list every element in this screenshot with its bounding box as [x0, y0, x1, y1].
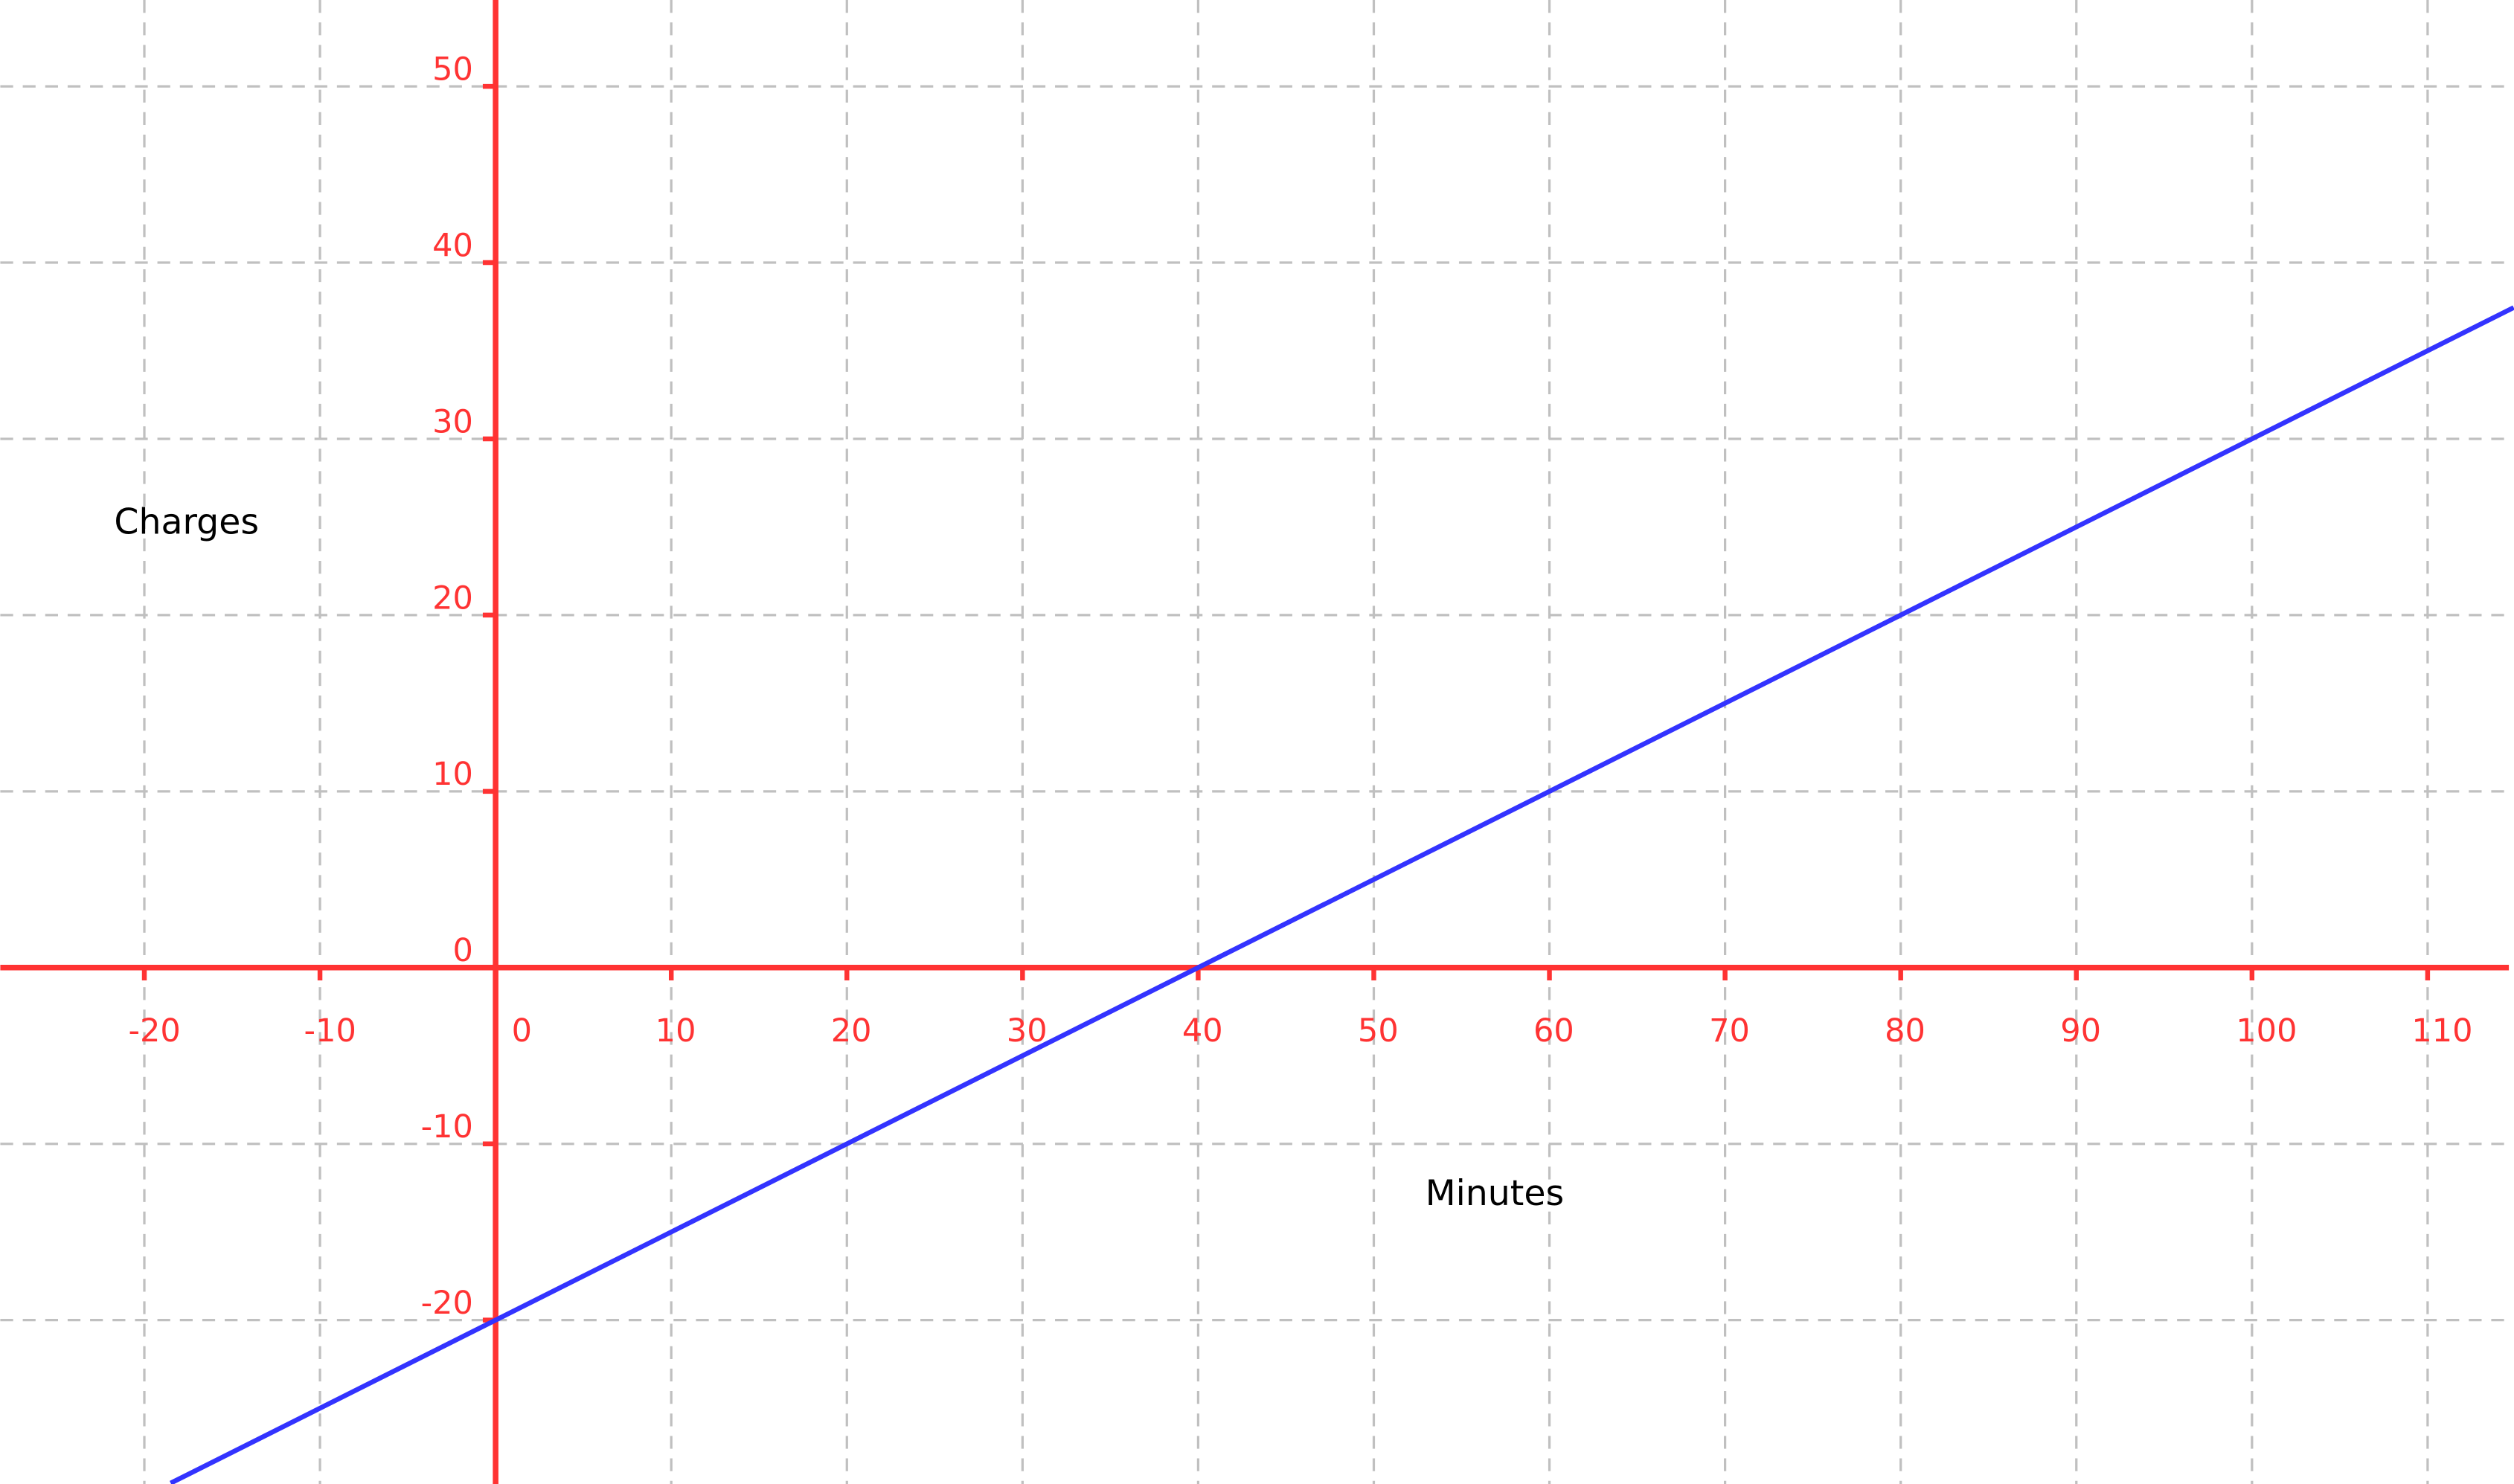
y-axis-label: Charges [114, 501, 259, 542]
x-tick-label: 60 [1533, 1012, 1574, 1050]
x-axis-label: Minutes [1426, 1173, 1565, 1214]
x-tick-label: 100 [2236, 1012, 2297, 1050]
x-tick-label: 110 [2411, 1012, 2472, 1050]
ticks: -20 -10 0 10 20 30 40 50 60 70 80 90 100 110 -20 -10 0 10… [128, 51, 2473, 1323]
y-tick-label: -10 [421, 1108, 473, 1146]
y-tick-label: 20 [432, 579, 473, 617]
series [169, 305, 2514, 1484]
x-tick-label: 80 [1885, 1012, 1925, 1050]
series-line [169, 305, 2514, 1484]
x-tick-label: 70 [1709, 1012, 1750, 1050]
y-tick-label: 50 [432, 51, 473, 88]
x-tick-label: 0 [512, 1012, 532, 1050]
y-tick-label: 30 [432, 403, 473, 440]
y-tick-label: 40 [432, 227, 473, 264]
x-tick-label: 30 [1007, 1012, 1048, 1050]
y-tick-label: -20 [421, 1285, 473, 1322]
x-tick-label: 20 [831, 1012, 872, 1050]
x-tick-label: -10 [304, 1012, 356, 1050]
x-tick-label: 50 [1358, 1012, 1399, 1050]
x-tick-label: -20 [128, 1012, 180, 1050]
x-tick-label: 10 [655, 1012, 696, 1050]
x-tick-label: 90 [2060, 1012, 2101, 1050]
y-tick-label: 0 [453, 932, 473, 969]
x-tick-label: 40 [1182, 1012, 1223, 1050]
y-tick-label: 10 [432, 756, 473, 793]
